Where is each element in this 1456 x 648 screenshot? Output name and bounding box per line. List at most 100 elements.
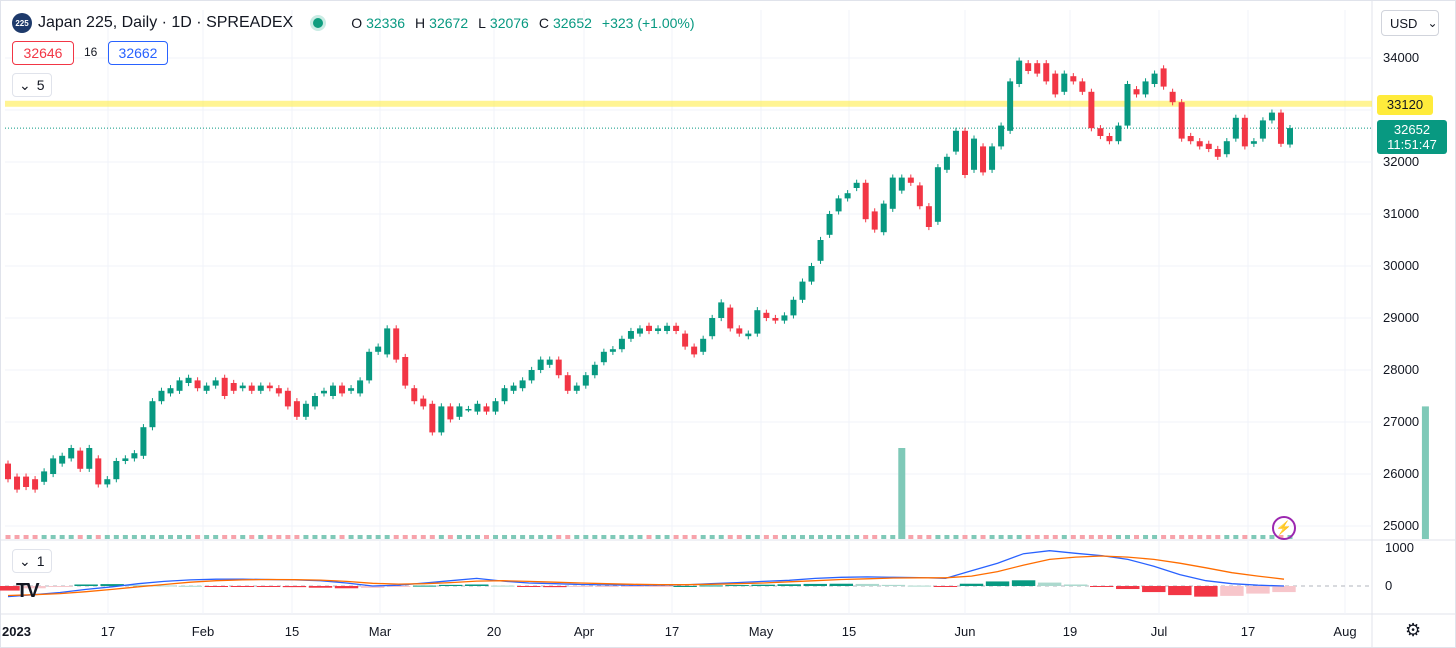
macd-histogram-bar [100,584,124,586]
candle-body [1223,141,1230,155]
tradingview-logo-icon[interactable]: TV [16,580,40,602]
bolt-icon[interactable]: ⚡ [1272,516,1296,540]
indicators-toggle-button[interactable]: ⌄ 5 [12,73,52,97]
volume-bar [474,535,480,539]
volume-bar [890,535,896,539]
volume-bar [177,535,183,539]
x-tick-label: 17 [1241,624,1255,639]
volume-bar [447,535,453,539]
volume-bar [1242,535,1248,539]
candle-body [943,156,950,170]
macd-histogram-bar [74,584,98,586]
volume-bar [420,535,426,539]
volume-bar [1179,535,1185,539]
macd-histogram-bar [829,583,854,586]
candle-body [59,455,66,464]
symbol-logo-icon: 225 [12,13,32,33]
candle-body [835,198,842,212]
volume-bar [195,535,201,539]
volume-bar [962,535,968,539]
volume-bar [556,535,562,539]
signal-line [7,555,1285,597]
volume-bar [691,535,697,539]
x-tick-label: May [749,624,774,639]
macd-histogram-bar [959,583,984,586]
x-tick-label: Feb [192,624,214,639]
x-tick-label: Jul [1151,624,1168,639]
candle-body [113,461,120,480]
candle-body [844,193,851,199]
settings-icon[interactable]: ⚙ [1405,620,1422,640]
candle-body [1007,81,1014,131]
candle-body [86,448,93,469]
volume-bar [330,535,336,539]
horizontal-level-label[interactable]: 33120 [1377,95,1433,115]
volume-bar [59,535,65,539]
y-tick-label: 34000 [1383,50,1419,65]
buy-price-button[interactable]: 32662 [108,41,168,65]
candle-body [1106,136,1113,142]
chart-title[interactable]: Japan 225, Daily · 1D · SPREADEX [38,14,294,31]
macd-line [7,550,1285,598]
volume-bar [366,535,372,539]
candle-body [185,377,192,383]
volume-bar [1097,535,1103,539]
volume-bar [429,535,435,539]
volume-bar [303,535,309,539]
candle-body [655,328,662,331]
volume-bar [149,535,155,539]
volume-bar [1260,535,1266,539]
candle-body [348,388,355,391]
candle-body [95,458,102,485]
macd-histogram-bar [1089,586,1114,587]
volume-bar [68,535,74,539]
currency-selector[interactable]: USD ⌄ [1381,10,1439,36]
candle-body [330,385,337,396]
volume-bar [32,535,38,539]
x-tick-label: 17 [665,624,679,639]
candle-body [880,203,887,233]
candle-body [934,167,941,222]
candle-body [1196,141,1203,147]
candle-body [1277,112,1284,144]
chevron-down-icon: ⌄ [1427,16,1438,30]
volume-bar [754,535,760,539]
candle-body [781,315,788,321]
volume-bar [908,535,914,539]
macd-histogram-bar [126,584,150,586]
indicators-count: 5 [36,77,45,93]
candle-body [41,471,48,482]
candle-body [1115,125,1122,142]
volume-bar [393,535,399,539]
volume-bar [845,535,851,539]
volume-bar [944,535,950,539]
candle-body [1097,128,1104,136]
close-key: C [538,15,549,31]
volume-bar [799,535,805,539]
candle-body [564,375,571,391]
candle-body [239,385,246,389]
macd-histogram-bar [543,586,567,588]
macd-histogram-bar [282,586,307,588]
volume-bar [213,535,219,539]
volume-bar [1215,535,1221,539]
candle-body [582,375,589,386]
candle-body [1169,91,1176,103]
candle-body [1124,84,1131,126]
oscillator-toggle-button[interactable]: ⌄ 1 [12,549,52,573]
chevron-down-icon: ⌄ [19,552,31,569]
macd-histogram-bar [152,585,176,587]
candle-body [727,307,734,329]
y-tick-label: 31000 [1383,206,1419,221]
volume-bar [538,535,544,539]
candle-body [131,453,138,459]
candle-body [1016,60,1023,84]
sell-price-button[interactable]: 32646 [12,41,74,65]
spread-value: 16 [84,45,98,59]
macd-histogram-bar [803,583,827,586]
volume-bar [836,535,842,539]
candle-body [1088,91,1095,129]
candle-body [1025,63,1032,71]
